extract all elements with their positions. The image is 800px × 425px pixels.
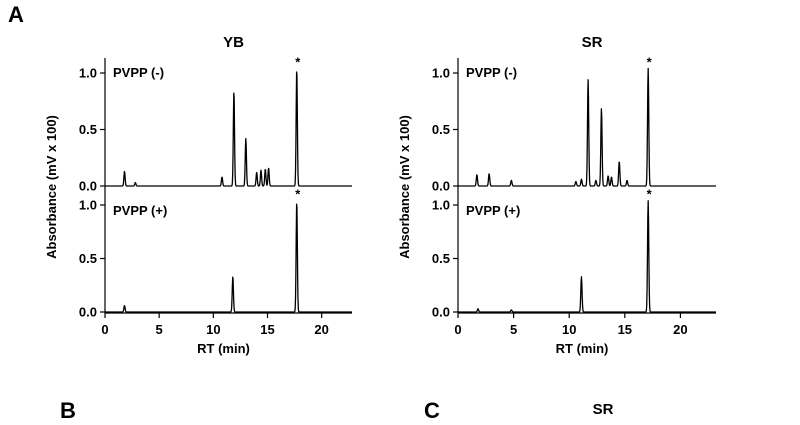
- panel-c-title: SR: [593, 401, 614, 418]
- subplot-label: PVPP (+): [113, 203, 167, 218]
- x-tick-label: 20: [314, 322, 328, 337]
- x-tick-label: 0: [101, 322, 108, 337]
- chart-area: YB Absorbance (mV x 100) 0.0 0.5 1.0 PVPP (-)…: [44, 34, 716, 356]
- x-axis-label: RT (min): [556, 341, 609, 356]
- y-tick-label: 0.0: [432, 179, 450, 194]
- x-tick-label: 10: [206, 322, 220, 337]
- y-tick-label: 1.0: [432, 66, 450, 81]
- peak-annotation: *: [295, 54, 301, 69]
- x-tick-label: 20: [673, 322, 687, 337]
- y-tick-label: 0.5: [79, 122, 97, 137]
- y-tick-label: 0.0: [79, 179, 97, 194]
- subplot-label: PVPP (-): [113, 65, 164, 80]
- x-tick-label: 10: [562, 322, 576, 337]
- y-tick-label: 0.0: [432, 305, 450, 320]
- y-tick-label: 0.5: [432, 122, 450, 137]
- subplot-label: PVPP (-): [466, 65, 517, 80]
- subplot-1: 0.0 0.5 1.0 PVPP (+) *: [79, 187, 352, 320]
- subplot-label: PVPP (+): [466, 203, 520, 218]
- y-tick-label: 1.0: [79, 198, 97, 213]
- panel-letter-a: A: [8, 2, 24, 27]
- y-tick-label: 0.5: [432, 251, 450, 266]
- x-tick-label: 15: [260, 322, 274, 337]
- panel-letter-b: B: [60, 398, 76, 420]
- peak-annotation: *: [295, 187, 301, 202]
- x-tick-label: 15: [618, 322, 632, 337]
- subplot-0: 0.0 0.5 1.0 PVPP (-) *: [432, 54, 716, 193]
- subplot-0: 0.0 0.5 1.0 PVPP (-) *: [79, 54, 352, 193]
- y-tick-label: 0.5: [79, 251, 97, 266]
- panel-letter-c: C: [424, 398, 440, 420]
- x-tick-label: 5: [156, 322, 163, 337]
- x-axis-label: RT (min): [197, 341, 250, 356]
- peak-annotation: *: [647, 187, 653, 202]
- chromatogram-trace: [105, 72, 352, 186]
- y-tick-label: 0.0: [79, 305, 97, 320]
- chart-title: SR: [582, 34, 603, 51]
- chart-title: YB: [223, 34, 244, 51]
- y-axis-label: Absorbance (mV x 100): [397, 115, 412, 259]
- x-tick-label: 0: [454, 322, 461, 337]
- subplot-1: 0.0 0.5 1.0 PVPP (+) *: [432, 187, 716, 320]
- y-axis-label: Absorbance (mV x 100): [44, 115, 59, 259]
- peak-annotation: *: [647, 54, 653, 69]
- chart-1: SR Absorbance (mV x 100) 0.0 0.5 1.0 PVPP (-)…: [397, 34, 716, 356]
- chart-0: YB Absorbance (mV x 100) 0.0 0.5 1.0 PVPP (-)…: [44, 34, 352, 356]
- chromatogram-trace: [458, 69, 716, 186]
- y-tick-label: 1.0: [432, 198, 450, 213]
- chromatogram-trace: [105, 204, 352, 312]
- x-tick-label: 5: [510, 322, 517, 337]
- y-tick-label: 1.0: [79, 66, 97, 81]
